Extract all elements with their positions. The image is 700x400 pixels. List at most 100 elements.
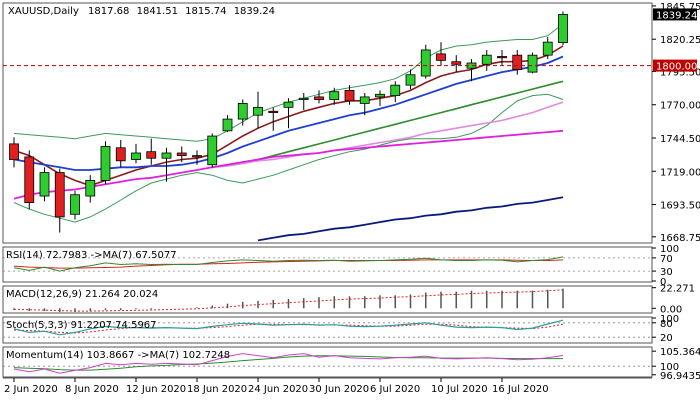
candle-body-bull <box>405 74 416 86</box>
level-price-box <box>653 59 697 72</box>
candle <box>314 90 324 104</box>
candle <box>9 137 19 168</box>
candle-body-bear <box>24 156 35 203</box>
rsi-line <box>13 256 564 272</box>
candle-body-bear <box>192 155 202 158</box>
candle <box>329 87 340 105</box>
momentum-line <box>13 353 564 374</box>
moving-average-ma-violet <box>212 101 564 169</box>
candle-body-bear <box>314 96 324 100</box>
price-tick-label: 1668.75 <box>660 233 700 244</box>
candle-body-bull <box>70 194 80 215</box>
candle <box>115 139 126 168</box>
indicator-tick-label: 30 <box>660 267 673 278</box>
current-price-label: 1839.24 <box>656 10 697 21</box>
candle <box>207 133 218 168</box>
candle <box>436 42 446 66</box>
candle-body-bear <box>512 54 523 70</box>
candle <box>451 55 462 73</box>
macd-panel-frame <box>2 285 653 314</box>
candle-body-bear <box>451 61 462 65</box>
momentum-label: Momentum(14) 103.8667 ->MA(7) 102.7248 <box>6 350 230 361</box>
indicator-tick-label: 96.9435 <box>660 371 700 382</box>
moving-average-ma-navy <box>257 196 564 242</box>
candle <box>24 150 35 210</box>
candle-body-bull <box>100 146 111 181</box>
candle <box>344 85 355 105</box>
x-axis: 2 Jun 2020 8 Jun 2020 12 Jun 2020 18 Jun 20… <box>3 377 652 395</box>
price-tick-label: 1845.75 <box>660 2 700 13</box>
candle-body-bull <box>222 118 233 132</box>
candle-body-bear <box>176 152 187 157</box>
stoch-panel-frame <box>2 316 653 344</box>
date-tick-label: 6 Jul 2020 <box>370 384 420 395</box>
indicator-tick-label: 80 <box>660 319 673 330</box>
indicator-tick-label: 0 <box>660 277 666 288</box>
price-tick-label: 1719.00 <box>660 167 700 178</box>
high-value: 1841.51 <box>137 6 178 17</box>
candle-body-bear <box>115 147 126 162</box>
candle <box>527 52 538 74</box>
bollinger-lower-line <box>13 93 564 223</box>
candle-body-bull <box>390 84 401 97</box>
candle <box>512 49 523 75</box>
moving-average-ma-green <box>212 80 564 169</box>
candle-body-bull <box>237 103 248 120</box>
candle <box>54 168 65 233</box>
indicator-tick-label: 70 <box>660 254 673 265</box>
candles <box>9 11 568 233</box>
momentum-panel-frame <box>2 346 653 378</box>
candle <box>359 93 370 116</box>
candle-body-bull <box>85 179 96 197</box>
candle <box>390 81 401 103</box>
candle-body-bear <box>436 53 446 61</box>
rsi-ma-line <box>13 259 564 269</box>
date-tick-label: 12 Jun 2020 <box>126 384 186 395</box>
candle-body-bull <box>161 152 172 159</box>
candle-body-bull <box>298 97 309 100</box>
candle <box>497 49 507 66</box>
price-tick-label: 1693.50 <box>660 201 700 212</box>
price-tick-label: 1770.00 <box>660 101 700 112</box>
candle <box>85 175 96 203</box>
candle <box>375 90 385 107</box>
candle <box>268 107 279 131</box>
indicator-tick-label: 100 <box>660 244 679 255</box>
candle <box>298 93 309 110</box>
symbol-label: XAUUSD,Daily <box>8 6 79 17</box>
indicator-tick-label: 105.3644 <box>660 347 700 358</box>
price-panel: XAUUSD,Daily 1817.68 1841.51 1815.74 183… <box>2 2 653 244</box>
candle <box>192 150 202 165</box>
candle-body-bull <box>253 106 263 116</box>
price-tick-label: 1795.50 <box>660 67 700 78</box>
indicator-tick-label: 0.00 <box>660 304 682 315</box>
candle <box>253 91 263 129</box>
candle-body-bull <box>375 93 385 98</box>
candle <box>39 167 50 202</box>
candle-body-bear <box>344 89 355 102</box>
price-axis: 1845.75 1820.25 1795.50 1770.00 1744.50 1719.… <box>652 2 700 244</box>
candle-body-bull <box>131 152 141 160</box>
close-value: 1839.24 <box>234 6 275 17</box>
candle <box>176 146 187 163</box>
candle-body-bull <box>283 101 294 108</box>
macd-label: MACD(12,26,9) 21.264 20.024 <box>6 289 158 300</box>
date-tick-label: 8 Jun 2020 <box>65 384 119 395</box>
candle-body-bear <box>54 172 65 218</box>
candle <box>100 141 111 185</box>
candle-body-bull <box>329 91 340 100</box>
open-value: 1817.68 <box>88 6 129 17</box>
candle <box>237 99 248 126</box>
indicator-tick-label: 22.271 <box>660 284 695 295</box>
candle <box>70 190 80 220</box>
date-tick-label: 16 Jul 2020 <box>492 384 549 395</box>
date-tick-label: 10 Jul 2020 <box>431 384 488 395</box>
candle-body-bear <box>497 56 507 59</box>
candle <box>146 138 157 165</box>
candle <box>420 44 431 79</box>
